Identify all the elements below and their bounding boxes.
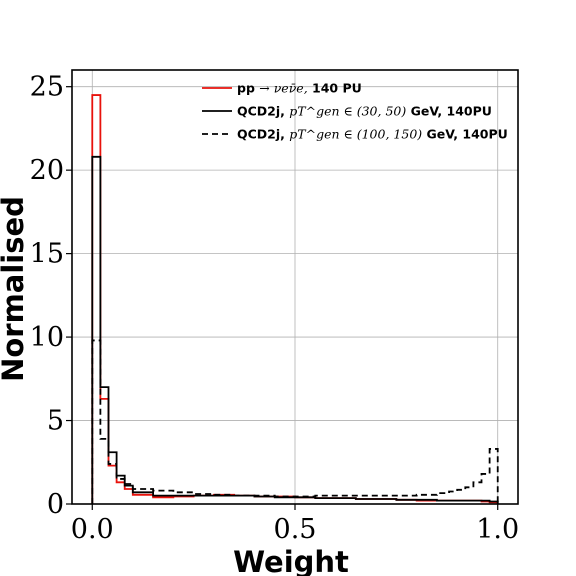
- legend-label-2: QCD2j, pT^gen ∈ (30, 50) GeV, 140PU: [237, 104, 492, 119]
- x-tick-label: 1.0: [476, 514, 519, 545]
- y-tick-label: 15: [30, 239, 64, 270]
- legend: pp → νeν̄e, 140 PU QCD2j, pT^gen ∈ (30, 5…: [202, 81, 508, 142]
- legend-label-3: QCD2j, pT^gen ∈ (100, 150) GeV, 140PU: [237, 127, 508, 142]
- y-tick-label: 20: [30, 155, 64, 186]
- x-axis-label: Weight: [233, 545, 349, 576]
- x-tick-label: 0.0: [71, 514, 114, 545]
- y-axis-label: Normalised: [0, 196, 30, 382]
- y-tick-label: 10: [30, 322, 64, 353]
- x-tick-label: 0.5: [274, 514, 317, 545]
- legend-label-1: pp → νeν̄e, 140 PU: [237, 81, 362, 96]
- series-group: [91, 94, 499, 504]
- series-3-histogram: [91, 339, 499, 504]
- y-tick-label: 5: [47, 406, 64, 437]
- axis-ticks: 0.0 0.5 1.0 0 5 10 15 20 25: [30, 72, 520, 545]
- y-tick-label: 0: [47, 489, 64, 520]
- y-tick-label: 25: [30, 72, 64, 103]
